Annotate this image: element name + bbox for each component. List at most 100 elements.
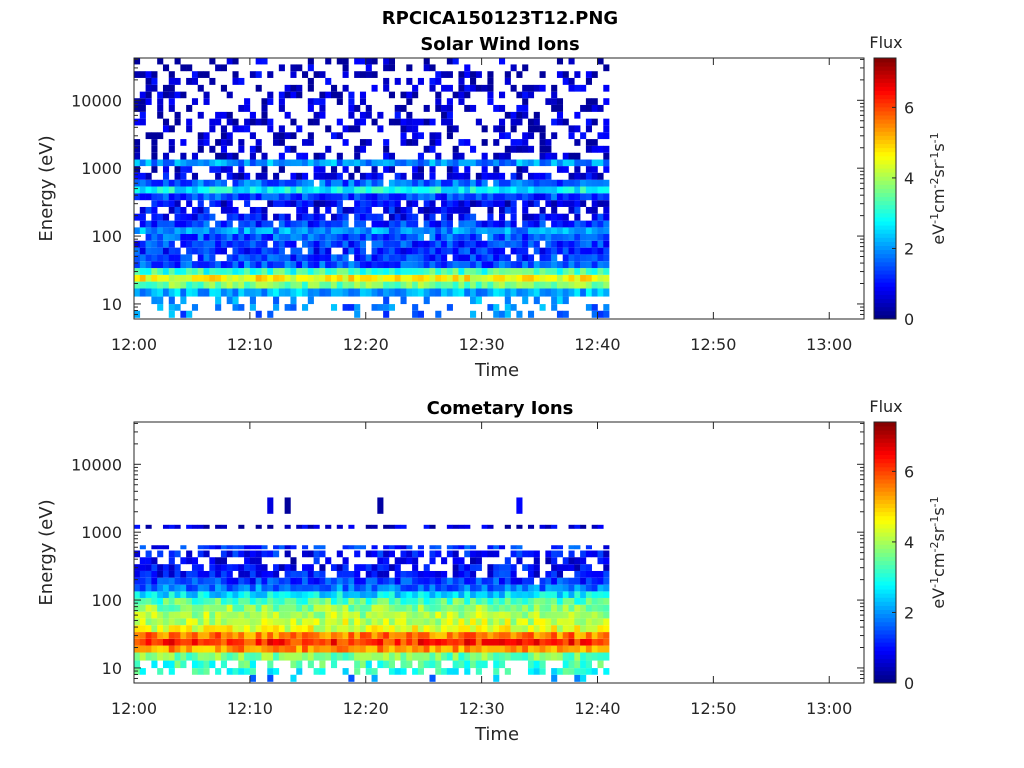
heatmap-cell [174,227,181,234]
heatmap-cell [238,550,245,558]
heatmap-cell [475,564,482,571]
heatmap-cell [162,632,170,639]
heatmap-cell [464,597,471,605]
heatmap-cell [545,638,552,646]
heatmap-cell [493,545,500,550]
heatmap-cell [470,247,477,255]
heatmap-cell [423,200,430,207]
heatmap-cell [377,233,384,241]
heatmap-cell [533,193,540,201]
heatmap-cell [429,577,436,585]
colorbar-segment [874,666,896,672]
heatmap-cell [261,152,268,160]
heatmap-cell [499,570,506,578]
heatmap-cell [516,604,523,612]
heatmap-cell [203,71,210,78]
heatmap-cell [162,213,170,221]
heatmap-cell [481,179,488,187]
heatmap-cell [284,618,291,626]
heatmap-cell [157,268,164,275]
heatmap-cell [371,524,378,529]
heatmap-cell [296,186,303,194]
heatmap-cell [174,213,181,221]
heatmap-cell [475,268,482,275]
heatmap-cell [267,570,274,578]
heatmap-cell [284,638,291,646]
heatmap-cell [533,159,540,167]
heatmap-cell [278,247,285,255]
heatmap-cell [348,186,355,194]
heatmap-cell [348,193,355,201]
heatmap-cell [585,668,592,675]
heatmap-cell [330,618,338,626]
heatmap-cell [406,64,413,72]
heatmap-cell [244,220,251,228]
heatmap-cell [313,668,320,675]
heatmap-cell [313,557,320,565]
heatmap-cell [307,577,314,585]
heatmap-cell [220,604,227,612]
heatmap-cell [186,179,193,187]
heatmap-cell [580,172,587,180]
heatmap-cell [290,261,297,269]
heatmap-cell [134,98,141,105]
heatmap-cell [151,645,158,653]
heatmap-cell [603,247,610,255]
heatmap-cell [603,668,610,675]
heatmap-cell [296,570,303,578]
heatmap-cell [244,652,251,661]
colorbar-segment [874,172,896,177]
heatmap-cell [417,591,424,598]
heatmap-cell [278,618,285,626]
heatmap-cell [487,597,494,605]
heatmap-cell [441,71,448,78]
heatmap-cell [267,233,274,241]
heatmap-cell [452,274,459,282]
heatmap-cell [336,570,343,578]
heatmap-cell [446,632,453,639]
heatmap-cell [296,213,303,221]
heatmap-cell [139,186,146,194]
heatmap-cell [585,193,592,201]
heatmap-cell [470,660,477,669]
heatmap-cell [394,254,401,262]
colorbar-segment [874,556,896,562]
heatmap-cell [278,179,285,187]
heatmap-cell [238,645,245,653]
heatmap-cell [580,84,587,92]
heatmap-cell [452,261,459,269]
heatmap-cell [475,625,482,633]
heatmap-cell [145,159,152,167]
heatmap-cell [186,591,193,598]
heatmap-cell [568,186,575,194]
heatmap-cell [388,550,396,558]
heatmap-cell [504,652,511,661]
heatmap-cell [539,618,546,626]
heatmap-cell [168,288,175,297]
heatmap-cell [371,604,378,612]
heatmap-cell [168,604,175,612]
heatmap-cell [203,193,210,201]
heatmap-cell [168,206,175,214]
heatmap-cell [551,193,558,201]
heatmap-cell [162,625,170,633]
heatmap-cell [591,288,598,297]
heatmap-cell [348,288,355,297]
heatmap-cell [139,159,146,167]
heatmap-cell [533,591,540,598]
heatmap-cell [284,545,291,550]
heatmap-cell [348,570,355,578]
heatmap-cell [475,247,482,255]
heatmap-cell [504,577,511,585]
heatmap-cell [134,638,141,646]
heatmap-cell [574,660,581,669]
heatmap-cell [302,254,309,262]
heatmap-cell [139,645,146,653]
heatmap-cell [522,645,529,653]
heatmap-cell [348,159,355,167]
heatmap-cell [296,652,303,661]
heatmap-cell [574,274,581,282]
heatmap-cell [319,172,326,180]
heatmap-cell [412,584,419,592]
